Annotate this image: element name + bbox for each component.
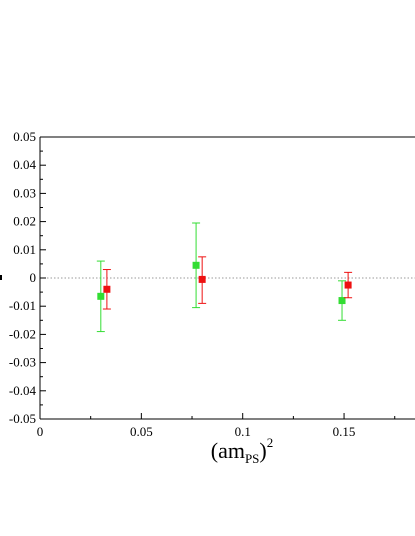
x-axis-ticks: 0 0.05 0.1 0.15 <box>37 413 396 439</box>
data-point <box>344 281 352 289</box>
x-tick-label: 0.15 <box>333 424 356 439</box>
x-axis-label: (amPS)2 <box>211 435 274 466</box>
y-axis-edge-label <box>0 275 2 280</box>
y-tick-label: 0.02 <box>13 214 36 229</box>
y-tick-label: 0.05 <box>13 129 36 144</box>
series-2 <box>102 256 353 310</box>
y-axis-ticks: 0.05 0.04 0.03 0.02 0.01 0 -0.01 -0.02 -0.03 -0.0… <box>9 129 46 426</box>
y-tick-label: -0.03 <box>9 355 36 370</box>
y-tick-label: 0.03 <box>13 185 36 200</box>
y-tick-label: -0.02 <box>9 326 36 341</box>
y-tick-label: 0.04 <box>13 157 36 172</box>
data-point <box>338 297 346 305</box>
data-point <box>198 275 206 283</box>
y-tick-label: 0 <box>30 270 37 285</box>
y-tick-label: -0.01 <box>9 298 36 313</box>
data-series <box>96 222 353 333</box>
y-tick-label: -0.04 <box>9 383 37 398</box>
series-1 <box>96 222 347 333</box>
data-point <box>103 285 111 293</box>
y-tick-label: 0.01 <box>13 242 36 257</box>
x-tick-label: 0 <box>37 424 44 439</box>
y-axis-title-fragment <box>0 275 2 280</box>
data-point <box>97 292 105 300</box>
y-tick-label: -0.05 <box>9 411 36 426</box>
x-tick-label: 0.1 <box>235 424 251 439</box>
x-tick-label: 0.05 <box>130 424 153 439</box>
data-point <box>192 261 200 269</box>
